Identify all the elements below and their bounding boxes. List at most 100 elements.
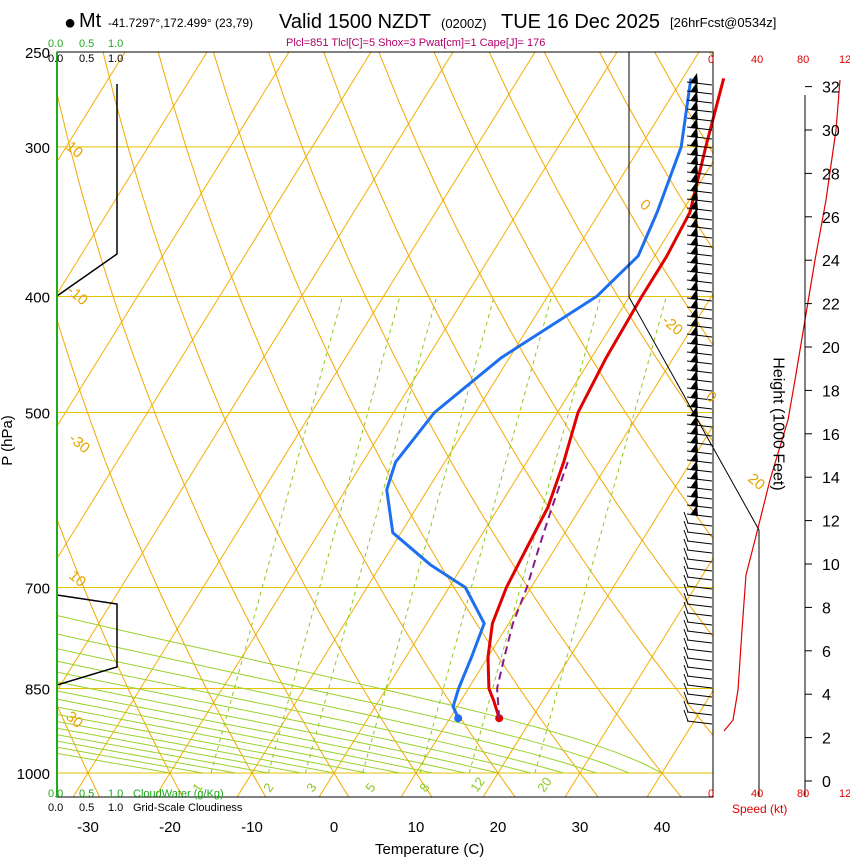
wind-barb-flag (683, 547, 689, 560)
wind-barb (686, 693, 713, 698)
height-tick-label: 10 (822, 557, 840, 574)
height-axis-label: Height (1000 Feet) (769, 357, 787, 491)
moist-adiabat (57, 740, 236, 774)
cloudwater-scale-bottom-1: 0.5 (79, 788, 95, 800)
height-tick-label: 18 (822, 383, 840, 400)
parcel-line (496, 461, 569, 719)
cloudwater-scale-top-0: 0.0 (48, 38, 64, 50)
wind-barb-pennant (690, 190, 698, 201)
moist-adiabat (57, 727, 302, 774)
cloudiness-profile-lower (56, 594, 118, 686)
wind-barb (686, 549, 713, 554)
y-axis-label: P (hPa) (0, 415, 16, 466)
wind-barb-pennant (690, 496, 698, 507)
isotherm-line (57, 52, 290, 428)
cloudwater-scale-top-2: 1.0 (108, 38, 124, 50)
wind-barb-pennant (690, 199, 698, 210)
station-label: Mt (79, 10, 102, 32)
wind-barb-pennant (690, 127, 698, 138)
wind-barb-flag (683, 664, 689, 677)
wind-barb-pennant (690, 154, 698, 165)
wind-barb-pennant (690, 388, 698, 399)
wind-barb-pennant (690, 109, 698, 120)
wind-barb (686, 621, 713, 626)
isotherm-line (646, 689, 713, 797)
moist-adiabat (57, 681, 499, 774)
wind-barb-pennant (690, 334, 698, 345)
pressure-tick-label: 500 (25, 406, 50, 423)
wind-barb-pennant (690, 262, 698, 273)
temperature-tick-label: -30 (77, 819, 99, 836)
pressure-tick-label: 850 (25, 681, 50, 698)
wind-barb (686, 612, 713, 617)
mixing-ratio-line (267, 296, 401, 774)
dry-adiabat (267, 52, 682, 797)
wind-barb-flag (683, 691, 689, 704)
wind-barb-flag (683, 619, 689, 632)
dry-adiabat (102, 52, 433, 797)
wind-barb-pennant (690, 379, 698, 390)
isotherm-line (482, 425, 713, 797)
temperature-tick-label: 10 (408, 819, 425, 836)
wind-barb-flag (683, 529, 689, 542)
speed-tick-bottom-0: 0 (708, 788, 715, 800)
wind-barb (686, 603, 713, 608)
wind-barb (686, 639, 713, 644)
temperature-tick-label: -10 (241, 819, 263, 836)
wind-barb-pennant (690, 235, 698, 246)
dry-adiabat (378, 52, 713, 638)
chart-frame (56, 51, 812, 798)
dry-adiabat (654, 52, 713, 155)
cloudiness-scale-bottom-2: 1.0 (108, 802, 124, 814)
wind-barb-pennant (690, 136, 698, 147)
zulu-time: (0200Z) (441, 16, 487, 31)
isotherm-label: -20 (658, 312, 686, 339)
height-tick-label: 30 (822, 123, 840, 140)
wind-barb-pennant (690, 460, 698, 471)
isotherm-label: -30 (65, 430, 93, 457)
wind-barb-pennant (690, 208, 698, 219)
wind-barb-pennant (690, 172, 698, 183)
isotherm-line (57, 52, 372, 560)
wind-barb (686, 657, 713, 662)
stability-indices: Plcl=851 Tlcl[C]=5 Shox=3 Pwat[cm]=1 Cap… (286, 37, 546, 49)
wind-barb-flag (683, 673, 689, 686)
dry-adiabat (433, 52, 713, 540)
temperature-tick-label: 20 (490, 819, 507, 836)
wind-barb-flag (683, 709, 689, 722)
dry-adiabat (598, 52, 713, 251)
wind-barb-pennant (690, 73, 698, 84)
wind-barb (686, 522, 713, 527)
speed-axis-label: Speed (kt) (732, 802, 788, 816)
dry-adiabat (488, 52, 713, 443)
height-tick-label: 6 (822, 644, 831, 661)
moist-adiabat (57, 690, 466, 774)
cloudiness-profile-upper (56, 84, 118, 297)
wind-barb-pennant (690, 478, 698, 489)
wind-barb-flag (683, 610, 689, 623)
wind-barb-pennant (690, 352, 698, 363)
moist-adiabat (57, 713, 367, 774)
surface-dewpoint-marker (454, 714, 463, 723)
wind-barb-pennant (690, 271, 698, 282)
mixing-ratio-label: 8 (416, 780, 432, 795)
height-tick-label: 12 (822, 514, 840, 531)
wind-barb-flag (683, 628, 689, 641)
dry-adiabat (157, 52, 516, 797)
wind-barb-pennant (690, 505, 698, 516)
height-tick-label: 16 (822, 427, 840, 444)
wind-barb-pennant (690, 343, 698, 354)
wind-barb-pennant (690, 442, 698, 453)
wind-barb-pennant (690, 118, 698, 129)
station-coords: -41.7297°,172.499° (23,79) (108, 16, 254, 30)
isotherm-line (564, 557, 713, 797)
isotherm-label: 10 (62, 138, 86, 162)
temperature-tick-label: -20 (159, 819, 181, 836)
speed-tick-top-3: 12 (839, 54, 850, 66)
mixing-ratio-line (419, 296, 553, 774)
dry-adiabat (57, 317, 267, 797)
speed-tick-bottom-1: 40 (751, 788, 764, 800)
wind-barb (686, 531, 713, 536)
speed-tick-bottom-3: 12 (839, 788, 850, 800)
wind-barb-flag (683, 565, 689, 578)
